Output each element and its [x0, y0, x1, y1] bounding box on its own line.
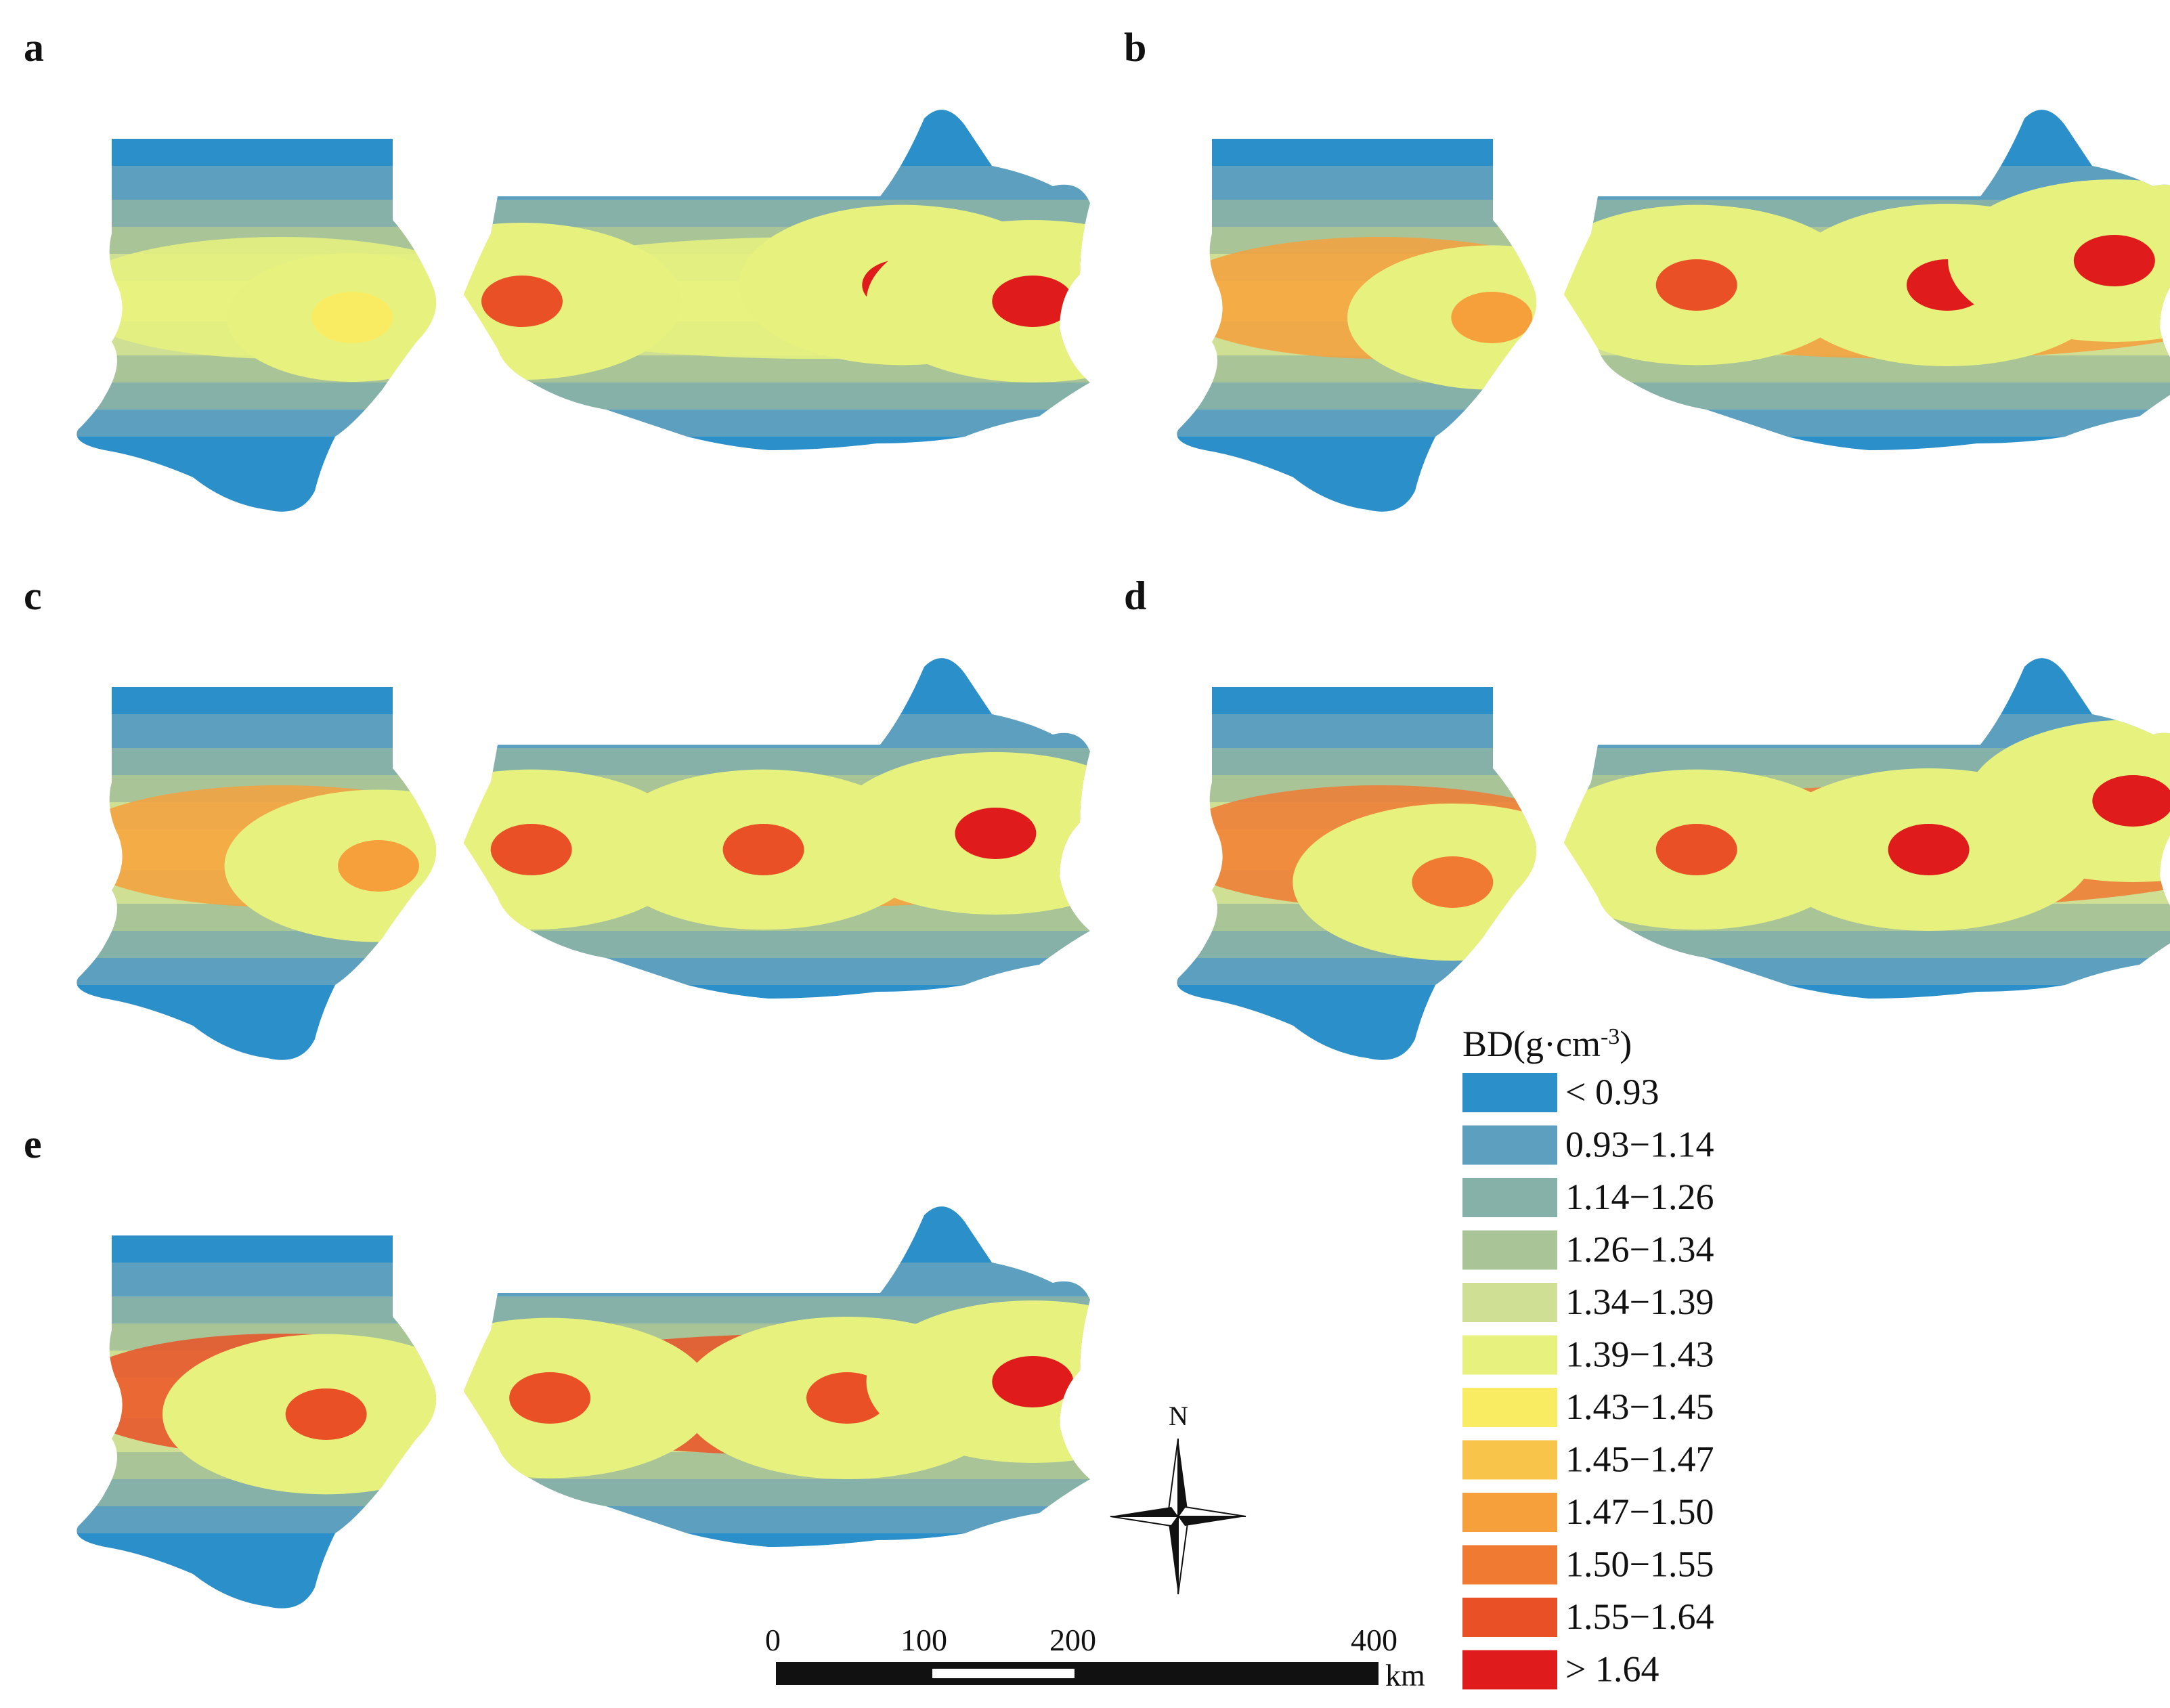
scale-tick-100: 100	[900, 1623, 947, 1657]
region-west	[1177, 687, 1537, 1060]
north-arrow: N	[1110, 1401, 1246, 1595]
legend-swatch-1	[1462, 1125, 1557, 1165]
legend-label-0: < 0.93	[1565, 1072, 1659, 1112]
scale-bar: 0 100 200 400 km	[765, 1623, 1425, 1692]
legend-swatch-7	[1462, 1440, 1557, 1480]
legend-label-3: 1.26−1.34	[1565, 1229, 1714, 1270]
map-panel-c	[77, 658, 1090, 1060]
legend-swatch-10	[1462, 1598, 1557, 1637]
legend-label-9: 1.50−1.55	[1565, 1544, 1714, 1585]
panel-label-e: e	[24, 1122, 42, 1166]
scale-bar-frame	[776, 1662, 1379, 1685]
legend-label-5: 1.39−1.43	[1565, 1334, 1714, 1375]
map-panel-e	[77, 1206, 1090, 1608]
legend-label-8: 1.47−1.50	[1565, 1491, 1714, 1532]
region-west	[1177, 139, 1537, 512]
region-east	[464, 658, 1090, 999]
legend-swatch-6	[1462, 1388, 1557, 1427]
map-panel-a	[77, 110, 1090, 512]
legend-label-7: 1.45−1.47	[1565, 1439, 1714, 1480]
legend-title: BD(g·cm-3)	[1462, 1024, 1632, 1064]
panel-label-b: b	[1124, 25, 1146, 70]
legend-title-prefix: BD(g·cm	[1462, 1024, 1601, 1064]
map-panel-b	[1177, 110, 2170, 512]
legend-swatch-8	[1462, 1493, 1557, 1532]
scale-tick-400: 400	[1351, 1623, 1397, 1657]
legend-label-11: > 1.64	[1565, 1649, 1659, 1690]
legend-swatch-0	[1462, 1073, 1557, 1112]
panel-label-c: c	[24, 573, 42, 618]
region-east	[1564, 110, 2170, 451]
legend-swatch-5	[1462, 1335, 1557, 1375]
scale-bar-segment	[932, 1669, 1075, 1678]
north-label: N	[1169, 1401, 1188, 1431]
scale-unit: km	[1385, 1658, 1425, 1692]
region-west	[77, 1235, 437, 1608]
panel-label-d: d	[1124, 573, 1146, 618]
scale-tick-200: 200	[1049, 1623, 1096, 1657]
legend-label-10: 1.55−1.64	[1565, 1596, 1714, 1637]
legend-title-exponent: -3	[1601, 1024, 1620, 1049]
legend-title-suffix: )	[1620, 1024, 1632, 1064]
region-east	[464, 1206, 1090, 1548]
panel-label-a: a	[24, 25, 44, 70]
legend-swatch-11	[1462, 1650, 1557, 1690]
region-east	[1564, 658, 2170, 999]
north-arrow-shape	[1178, 1439, 1188, 1516]
scale-tick-0: 0	[765, 1623, 781, 1657]
legend-swatch-2	[1462, 1178, 1557, 1217]
map-panel-d	[1177, 658, 2170, 1060]
legend-label-1: 0.93−1.14	[1565, 1124, 1714, 1165]
legend: BD(g·cm-3) < 0.93 0.93−1.14 1.14−1.26 1.26−…	[1462, 1024, 1714, 1690]
region-west	[77, 687, 437, 1060]
legend-label-2: 1.14−1.26	[1565, 1177, 1714, 1217]
legend-swatch-4	[1462, 1283, 1557, 1322]
region-east	[464, 110, 1090, 451]
legend-label-6: 1.43−1.45	[1565, 1386, 1714, 1427]
legend-label-4: 1.34−1.39	[1565, 1282, 1714, 1322]
legend-items: < 0.93 0.93−1.14 1.14−1.26 1.26−1.34 1.34−1.…	[1462, 1072, 1714, 1690]
region-west	[77, 139, 437, 512]
legend-swatch-9	[1462, 1545, 1557, 1585]
legend-swatch-3	[1462, 1230, 1557, 1270]
map-panels: a b c d e	[24, 25, 2170, 1608]
